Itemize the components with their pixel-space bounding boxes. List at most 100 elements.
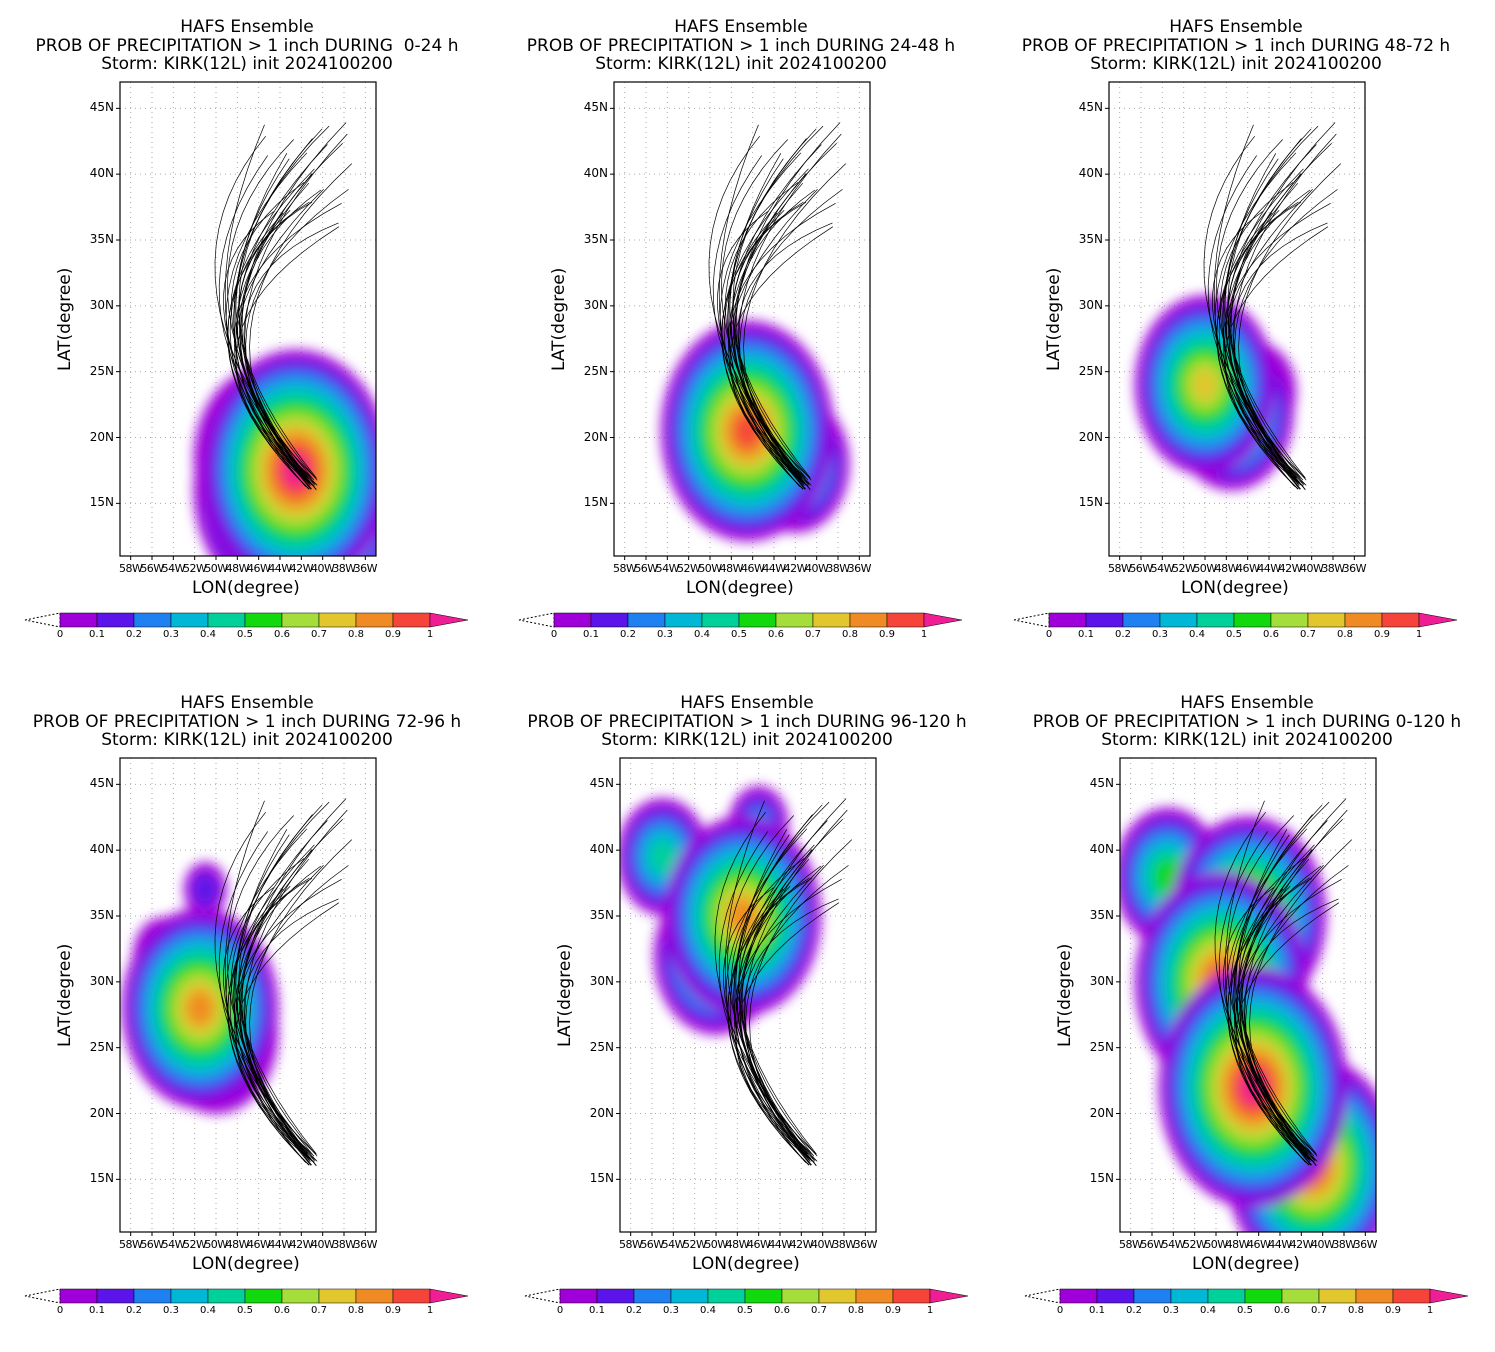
colorbar-tick-label: 0 — [1045, 629, 1053, 640]
ensemble-track — [725, 828, 812, 1154]
plot-frame — [1119, 757, 1377, 1233]
ensemble-track — [1220, 182, 1301, 486]
colorbar-tick-label: 0.7 — [1300, 629, 1316, 640]
plot-frame — [119, 757, 377, 1233]
colorbar-tick-label: 0.2 — [1115, 629, 1131, 640]
colorbar-swatch — [1207, 1288, 1246, 1304]
lon-tick-label: 44W — [768, 1238, 792, 1251]
lon-tick-label: 46W — [246, 562, 271, 575]
lon-tick-label: 48W — [719, 562, 744, 575]
colorbar-tick-label: 0.4 — [1189, 629, 1205, 640]
title-model: HAFS Ensemble — [1180, 693, 1314, 713]
colorbar-swatch — [244, 612, 283, 628]
ensemble-track — [731, 858, 812, 1162]
lon-tick-label: 54W — [161, 562, 186, 575]
ensemble-track — [723, 212, 806, 485]
title-product: PROB OF PRECIPITATION > 1 inch DURING 48… — [1021, 35, 1451, 56]
colorbar-swatch — [392, 1288, 431, 1304]
ensemble-track — [244, 133, 348, 483]
map-plot — [1116, 757, 1377, 1236]
colorbar-tick-label: 0.1 — [589, 1305, 605, 1316]
colorbar-swatch — [707, 1288, 746, 1304]
colorbar-tick-label: 0.8 — [1348, 1305, 1364, 1316]
x-axis-label: LON(degree) — [1192, 1254, 1300, 1274]
colorbar-tick-label: 1 — [926, 1305, 934, 1316]
colorbar-swatch — [318, 1288, 357, 1304]
title-model: HAFS Ensemble — [180, 17, 314, 37]
colorbar-swatch — [1170, 1288, 1209, 1304]
colorbar-swatch — [1344, 612, 1383, 628]
lon-tick-label: 48W — [225, 1238, 250, 1251]
lon-tick-label: 46W — [746, 1238, 771, 1251]
colorbar-swatch — [1059, 1288, 1098, 1304]
ensemble-track — [1231, 858, 1312, 1162]
lon-tick-label: 50W — [1204, 1238, 1228, 1251]
colorbar-swatch — [1307, 612, 1346, 628]
precip-probability-area — [191, 872, 219, 907]
title-product: PROB OF PRECIPITATION > 1 inch DURING 72… — [32, 711, 462, 732]
colorbar-swatch — [133, 612, 172, 628]
lon-tick-label: 48W — [725, 1238, 750, 1251]
colorbar-tick-label: 0.9 — [1385, 1305, 1401, 1316]
colorbar-tick-label: 1 — [426, 629, 434, 640]
colorbar-tick-label: 0.2 — [626, 1305, 642, 1316]
lon-tick-label: 44W — [1268, 1238, 1292, 1251]
colorbar-tick-label: 0.1 — [89, 1305, 105, 1316]
colorbar-swatch — [1270, 612, 1309, 628]
lon-tick-label: 40W — [1310, 1238, 1335, 1251]
colorbar-swatch — [59, 612, 98, 628]
colorbar-swatch — [1133, 1288, 1172, 1304]
title-storm: Storm: KIRK(12L) init 2024100200 — [601, 730, 893, 750]
lat-tick-label: 30N — [589, 973, 614, 988]
colorbar-tick-label: 0.5 — [1226, 629, 1242, 640]
title-model: HAFS Ensemble — [680, 693, 814, 713]
lon-tick-label: 44W — [268, 1238, 292, 1251]
lon-tick-label: 56W — [140, 1238, 164, 1251]
colorbar-tick-label: 0.4 — [200, 1305, 216, 1316]
colorbar-tick-label: 0.8 — [848, 1305, 864, 1316]
ensemble-track — [218, 831, 317, 1155]
colorbar-tick-label: 0.1 — [1078, 629, 1094, 640]
ensemble-track — [727, 815, 808, 1155]
colorbar-swatch — [355, 1288, 394, 1304]
colorbar-swatch — [1233, 612, 1272, 628]
ensemble-track — [712, 155, 811, 479]
lat-tick-label: 20N — [589, 1105, 614, 1120]
colorbar-swatch — [1281, 1288, 1320, 1304]
colorbar-tick-label: 0.2 — [126, 1305, 142, 1316]
lat-tick-label: 40N — [89, 842, 114, 857]
lat-tick-label: 20N — [1078, 429, 1103, 444]
ensemble-track — [1235, 902, 1340, 1163]
colorbar-swatch — [664, 612, 703, 628]
title-product: PROB OF PRECIPITATION > 1 inch DURING 24… — [526, 35, 956, 56]
colorbar-tick-label: 0.4 — [694, 629, 710, 640]
map-plot — [616, 757, 877, 1236]
colorbar-swatch — [633, 1288, 672, 1304]
colorbar-tick-label: 0.6 — [274, 1305, 290, 1316]
lon-tick-label: 56W — [1140, 1238, 1164, 1251]
map-plot — [116, 81, 377, 560]
colorbar-tick-label: 0.5 — [1237, 1305, 1253, 1316]
ensemble-track — [225, 152, 312, 478]
colorbar-tick-label: 0.9 — [385, 629, 401, 640]
lat-tick-label: 35N — [583, 232, 608, 246]
lat-tick-label: 45N — [89, 100, 114, 115]
colorbar-tick-label: 0.3 — [663, 1305, 679, 1316]
lon-tick-label: 46W — [1235, 562, 1260, 575]
colorbar-tick-label: 1 — [920, 629, 928, 640]
lon-tick-label: 58W — [1118, 1238, 1143, 1251]
y-axis-label: LAT(degree) — [555, 943, 575, 1047]
colorbar-swatch — [849, 612, 888, 628]
lon-tick-label: 52W — [682, 1238, 707, 1251]
colorbar-tick-label: 0.7 — [811, 1305, 827, 1316]
title-storm: Storm: KIRK(12L) init 2024100200 — [101, 730, 393, 750]
lon-tick-label: 46W — [1246, 1238, 1271, 1251]
colorbar-swatch — [738, 612, 777, 628]
lon-tick-label: 44W — [1257, 562, 1281, 575]
colorbar-swatch — [590, 612, 629, 628]
lon-tick-label: 58W — [1107, 562, 1132, 575]
y-axis-label: LAT(degree) — [549, 267, 569, 371]
lat-tick-label: 25N — [1078, 363, 1103, 378]
lon-tick-label: 42W — [289, 562, 314, 575]
colorbar-swatch — [701, 612, 740, 628]
